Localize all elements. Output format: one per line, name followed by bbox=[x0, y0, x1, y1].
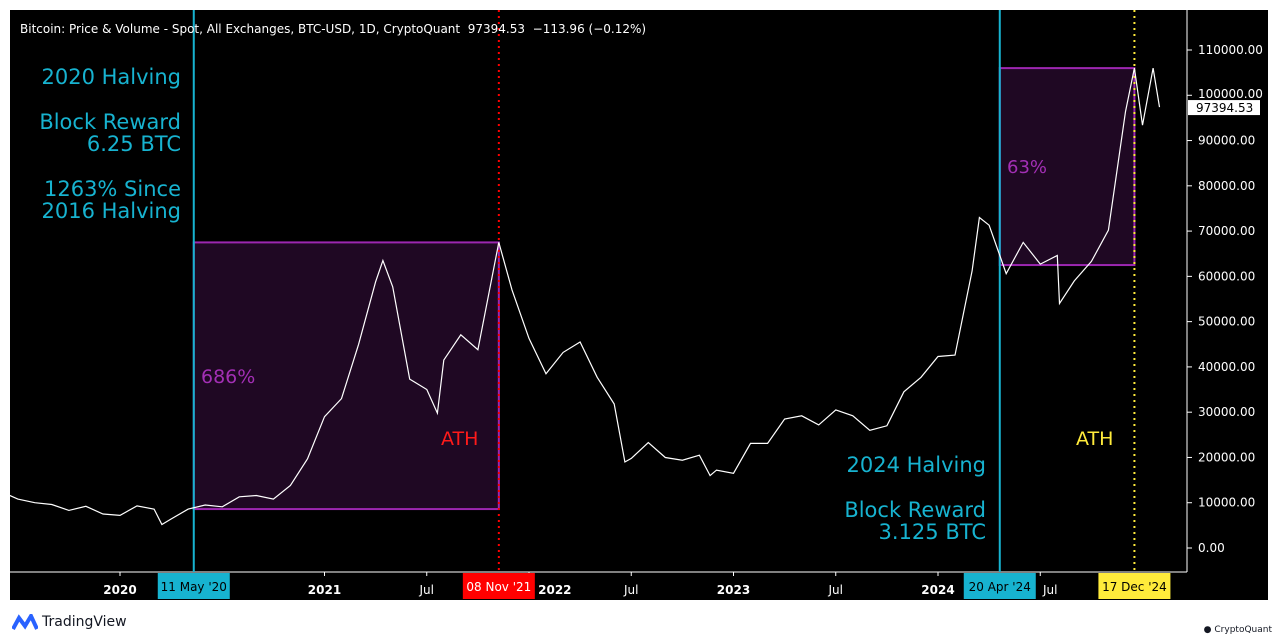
y-tick-label: 100000.00 bbox=[1198, 87, 1263, 101]
y-tick-label: 70000.00 bbox=[1198, 224, 1255, 238]
marker-date-badge bbox=[1098, 573, 1171, 599]
y-tick-label: 60000.00 bbox=[1198, 269, 1255, 283]
gain-63-label: 63% bbox=[1007, 157, 1048, 178]
price-line bbox=[5, 67, 1161, 526]
marker-date-label: 08 Nov '21 bbox=[466, 580, 531, 594]
marker-date-label: 17 Dec '24 bbox=[1102, 580, 1167, 594]
last-price-badge-label: 97394.53 bbox=[1196, 101, 1253, 115]
chart-title: Bitcoin: Price & Volume - Spot, All Exch… bbox=[20, 22, 646, 36]
y-tick-label: 20000.00 bbox=[1198, 450, 1255, 464]
y-tick-label: 0.00 bbox=[1198, 541, 1225, 555]
x-tick-label: Jul bbox=[828, 583, 843, 597]
marker-date-badge bbox=[157, 573, 230, 599]
marker-date-badge bbox=[462, 573, 535, 599]
price-change: −113.96 (−0.12%) bbox=[532, 22, 647, 36]
block-reward-2024-label: Block Reward 3.125 BTC bbox=[844, 498, 986, 544]
block-reward-2020-label: Block Reward 6.25 BTC bbox=[39, 110, 181, 156]
marker-date-badge bbox=[963, 573, 1036, 599]
x-tick-label: Jul bbox=[623, 583, 638, 597]
y-tick-label: 110000.00 bbox=[1198, 43, 1263, 57]
halving-2020-label: 2020 Halving bbox=[41, 65, 181, 89]
x-tick-label: 2022 bbox=[538, 583, 571, 597]
last-price: 97394.53 bbox=[467, 22, 526, 36]
tradingview-icon bbox=[12, 614, 38, 630]
tradingview-text: TradingView bbox=[42, 614, 127, 630]
x-tick-label: 2021 bbox=[308, 583, 341, 597]
chart-background bbox=[10, 10, 1268, 600]
marker-date-label: 11 May '20 bbox=[161, 580, 227, 594]
cryptoquant-logo: ● CryptoQuant bbox=[1203, 625, 1272, 635]
x-tick-label: 2020 bbox=[103, 583, 136, 597]
y-tick-label: 90000.00 bbox=[1198, 134, 1255, 148]
ath-2021-label: ATH bbox=[441, 428, 479, 450]
gain-686-label: 686% bbox=[201, 366, 256, 388]
x-tick-label: Jul bbox=[1042, 583, 1057, 597]
y-tick-label: 40000.00 bbox=[1198, 360, 1255, 374]
since-2016-label: 1263% Since 2016 Halving bbox=[41, 177, 181, 223]
y-tick-label: 10000.00 bbox=[1198, 496, 1255, 510]
range-box bbox=[192, 241, 500, 511]
tradingview-logo[interactable]: TradingView bbox=[12, 614, 127, 630]
x-tick-label: 2024 bbox=[921, 583, 954, 597]
marker-date-label: 20 Apr '24 bbox=[969, 580, 1031, 594]
last-price-badge bbox=[1188, 100, 1260, 116]
y-tick-label: 80000.00 bbox=[1198, 179, 1255, 193]
ath-2024-label: ATH bbox=[1076, 428, 1114, 450]
y-tick-label: 50000.00 bbox=[1198, 315, 1255, 329]
x-tick-label: Jul bbox=[419, 583, 434, 597]
halving-2024-label: 2024 Halving bbox=[846, 453, 986, 477]
x-tick-label: 2023 bbox=[717, 583, 750, 597]
y-tick-label: 30000.00 bbox=[1198, 405, 1255, 419]
symbol-title: Bitcoin: Price & Volume - Spot, All Exch… bbox=[20, 22, 461, 36]
